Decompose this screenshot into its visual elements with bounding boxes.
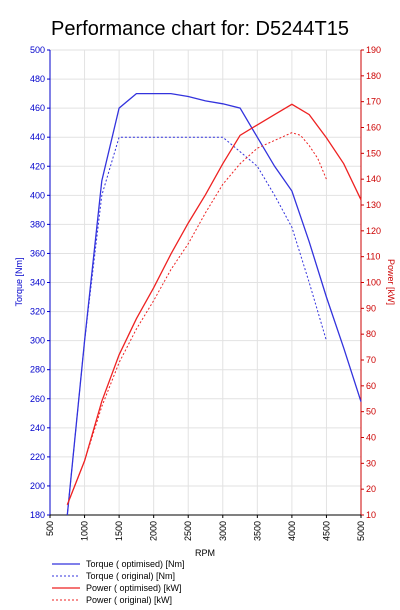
bottom-tick-label: 1500: [114, 521, 124, 541]
bottom-tick-label: 3000: [218, 521, 228, 541]
y-axis-title-right: Power [kW]: [386, 259, 396, 305]
series-line-0: [66, 92, 362, 516]
right-tick-label: 60: [366, 381, 376, 391]
right-tick-label: 110: [366, 252, 380, 262]
series-line-2: [66, 103, 362, 505]
chart-title: Performance chart for: D5244T15: [51, 18, 349, 40]
series-line-3: [66, 132, 327, 505]
left-tick-label: 420: [30, 161, 45, 171]
right-tick-label: 130: [366, 200, 381, 210]
left-tick-label: 320: [30, 307, 45, 317]
axis-layer: [47, 49, 364, 518]
right-tick-label: 150: [366, 148, 381, 158]
left-tick-label: 360: [30, 248, 45, 258]
left-tick-label: 340: [30, 278, 45, 288]
right-tick-label: 90: [366, 303, 376, 313]
right-tick-label: 40: [366, 433, 376, 443]
bottom-tick-label: 4500: [321, 521, 331, 541]
left-tick-label: 180: [30, 510, 45, 520]
left-tick-label: 440: [30, 132, 45, 142]
series-line-1: [66, 136, 327, 516]
left-tick-label: 260: [30, 394, 45, 404]
x-axis-title: RPM: [195, 548, 215, 558]
left-tick-label: 460: [30, 103, 45, 113]
right-tick-label: 120: [366, 226, 381, 236]
left-tick-label: 280: [30, 365, 45, 375]
y-axis-title-left: Torque [Nm]: [14, 257, 24, 306]
left-tick-label: 380: [30, 219, 45, 229]
right-tick-label: 80: [366, 329, 376, 339]
bottom-tick-label: 2000: [149, 521, 159, 541]
right-tick-label: 30: [366, 458, 376, 468]
left-tick-label: 300: [30, 336, 45, 346]
label-layer: 180 200 220 240 260 280 300 320 340 360 380 400 420 4…: [14, 45, 396, 558]
bottom-tick-label: 5000: [356, 521, 366, 541]
right-tick-label: 70: [366, 355, 376, 365]
right-tick-label: 170: [366, 97, 381, 107]
legend-label-3: Power ( original) [kW]: [86, 595, 172, 605]
left-tick-label: 220: [30, 452, 45, 462]
legend: Torque ( optimised) [Nm] Torque ( origina…: [52, 559, 185, 605]
legend-label-1: Torque ( original) [Nm]: [86, 571, 175, 581]
legend-label-0: Torque ( optimised) [Nm]: [86, 559, 185, 569]
grid-layer: [49, 49, 362, 516]
bottom-tick-label: 1000: [80, 521, 90, 541]
right-tick-label: 190: [366, 45, 381, 55]
right-tick-label: 140: [366, 174, 381, 184]
right-tick-label: 100: [366, 278, 381, 288]
series-layer: [66, 92, 362, 516]
bottom-tick-label: 2500: [183, 521, 193, 541]
left-tick-label: 480: [30, 74, 45, 84]
left-tick-label: 200: [30, 481, 45, 491]
bottom-tick-label: 4000: [287, 521, 297, 541]
right-tick-label: 180: [366, 71, 381, 81]
left-tick-label: 240: [30, 423, 45, 433]
right-tick-label: 50: [366, 407, 376, 417]
legend-label-2: Power ( optimised) [kW]: [86, 583, 182, 593]
right-tick-label: 20: [366, 484, 376, 494]
bottom-tick-label: 500: [45, 521, 55, 536]
right-tick-label: 160: [366, 123, 381, 133]
right-tick-label: 10: [366, 510, 376, 520]
bottom-tick-label: 3500: [252, 521, 262, 541]
left-tick-label: 500: [30, 45, 45, 55]
left-tick-label: 400: [30, 190, 45, 200]
